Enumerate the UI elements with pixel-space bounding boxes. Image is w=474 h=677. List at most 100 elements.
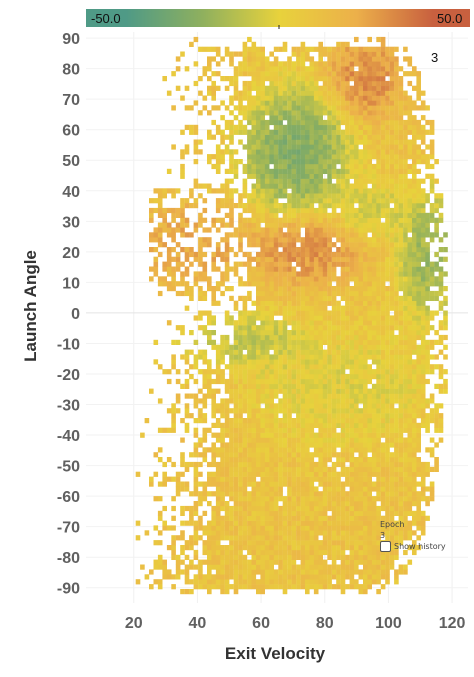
heatmap-cell bbox=[296, 281, 301, 287]
heatmap-cell bbox=[318, 359, 323, 365]
heatmap-cell bbox=[403, 520, 408, 526]
heatmap-cell bbox=[269, 300, 274, 306]
heatmap-cell bbox=[300, 378, 306, 385]
heatmap-cell bbox=[157, 232, 163, 238]
heatmap-cell bbox=[309, 520, 315, 526]
heatmap-cell bbox=[322, 193, 328, 199]
heatmap-cell bbox=[345, 535, 350, 541]
heatmap-cell bbox=[229, 447, 234, 453]
heatmap-cell bbox=[291, 290, 297, 297]
heatmap-cell bbox=[345, 256, 350, 262]
heatmap-cell bbox=[305, 310, 310, 316]
heatmap-cell bbox=[336, 564, 341, 570]
heatmap-cell bbox=[305, 334, 310, 341]
heatmap-cell bbox=[296, 545, 301, 551]
heatmap-cell bbox=[189, 393, 194, 399]
heatmap-cell bbox=[340, 344, 346, 350]
heatmap-cell bbox=[327, 188, 332, 194]
heatmap-cell bbox=[233, 271, 239, 277]
heatmap-cell bbox=[394, 163, 399, 170]
heatmap-cell bbox=[256, 466, 261, 472]
heatmap-cell bbox=[287, 227, 292, 233]
heatmap-cell bbox=[264, 505, 270, 512]
heatmap-cell bbox=[207, 330, 212, 336]
heatmap-cell bbox=[305, 564, 310, 570]
heatmap-cell bbox=[305, 584, 310, 590]
heatmap-cell bbox=[336, 217, 341, 223]
heatmap-cell bbox=[242, 144, 248, 150]
heatmap-cell bbox=[256, 242, 261, 248]
heatmap-cell bbox=[251, 554, 257, 560]
heatmap-cell bbox=[349, 286, 355, 292]
heatmap-cell bbox=[340, 315, 346, 321]
heatmap-cell bbox=[385, 325, 390, 331]
heatmap-cell bbox=[273, 56, 279, 62]
heatmap-cell bbox=[157, 237, 163, 243]
heatmap-cell bbox=[202, 510, 208, 516]
heatmap-cell bbox=[394, 119, 399, 126]
heatmap-cell bbox=[229, 110, 234, 116]
heatmap-cell bbox=[256, 427, 261, 433]
heatmap-cell bbox=[207, 364, 212, 370]
heatmap-cell bbox=[300, 491, 306, 497]
heatmap-cell bbox=[300, 398, 306, 404]
heatmap-cell bbox=[309, 66, 315, 72]
heatmap-cell bbox=[394, 105, 399, 111]
heatmap-cell bbox=[215, 535, 221, 541]
heatmap-cell bbox=[251, 134, 257, 140]
heatmap-cell bbox=[363, 359, 368, 365]
heatmap-cell bbox=[242, 95, 248, 101]
heatmap-cell bbox=[296, 364, 301, 370]
heatmap-cell bbox=[345, 237, 350, 243]
heatmap-cell bbox=[305, 398, 310, 404]
heatmap-cell bbox=[256, 310, 261, 316]
heatmap-cell bbox=[287, 271, 292, 277]
heatmap-cell bbox=[389, 290, 395, 297]
heatmap-cell bbox=[309, 510, 315, 516]
heatmap-cell bbox=[224, 222, 230, 228]
heatmap-cell bbox=[345, 154, 350, 160]
heatmap-cell bbox=[256, 525, 261, 531]
heatmap-cell bbox=[282, 183, 288, 189]
heatmap-cell bbox=[287, 222, 292, 228]
heatmap-cell bbox=[260, 119, 265, 126]
heatmap-cell bbox=[171, 418, 176, 424]
heatmap-cell bbox=[327, 530, 332, 536]
heatmap-cell bbox=[313, 261, 319, 267]
heatmap-cell bbox=[184, 305, 190, 311]
heatmap-cell bbox=[358, 501, 364, 507]
heatmap-cell bbox=[336, 574, 341, 580]
heatmap-cell bbox=[153, 540, 159, 546]
heatmap-cell bbox=[215, 388, 221, 394]
heatmap-cell bbox=[331, 520, 337, 526]
heatmap-cell bbox=[349, 496, 355, 502]
heatmap-cell bbox=[251, 144, 257, 150]
heatmap-cell bbox=[327, 540, 332, 546]
heatmap-cell bbox=[363, 222, 368, 228]
heatmap-cell bbox=[184, 427, 190, 433]
heatmap-cell bbox=[256, 383, 261, 389]
heatmap-cell bbox=[238, 349, 243, 355]
heatmap-cell bbox=[313, 193, 319, 199]
heatmap-cell bbox=[380, 227, 386, 233]
heatmap-cell bbox=[345, 334, 350, 341]
heatmap-cell bbox=[363, 398, 368, 404]
heatmap-cell bbox=[251, 66, 257, 72]
heatmap-cell bbox=[322, 334, 328, 341]
heatmap-cell bbox=[296, 432, 301, 438]
heatmap-cell bbox=[300, 461, 306, 468]
heatmap-cell bbox=[367, 505, 372, 512]
heatmap-cell bbox=[300, 222, 306, 228]
heatmap-cell bbox=[340, 193, 346, 199]
heatmap-cell bbox=[247, 115, 252, 121]
heatmap-cell bbox=[193, 354, 199, 360]
heatmap-cell bbox=[296, 520, 301, 526]
heatmap-cell bbox=[260, 105, 265, 111]
heatmap-cell bbox=[367, 330, 372, 336]
heatmap-cell bbox=[322, 569, 328, 575]
heatmap-cell bbox=[296, 369, 301, 375]
heatmap-cell bbox=[300, 554, 306, 560]
heatmap-cell bbox=[256, 139, 261, 145]
heatmap-cell bbox=[260, 452, 265, 458]
heatmap-cell bbox=[340, 305, 346, 311]
